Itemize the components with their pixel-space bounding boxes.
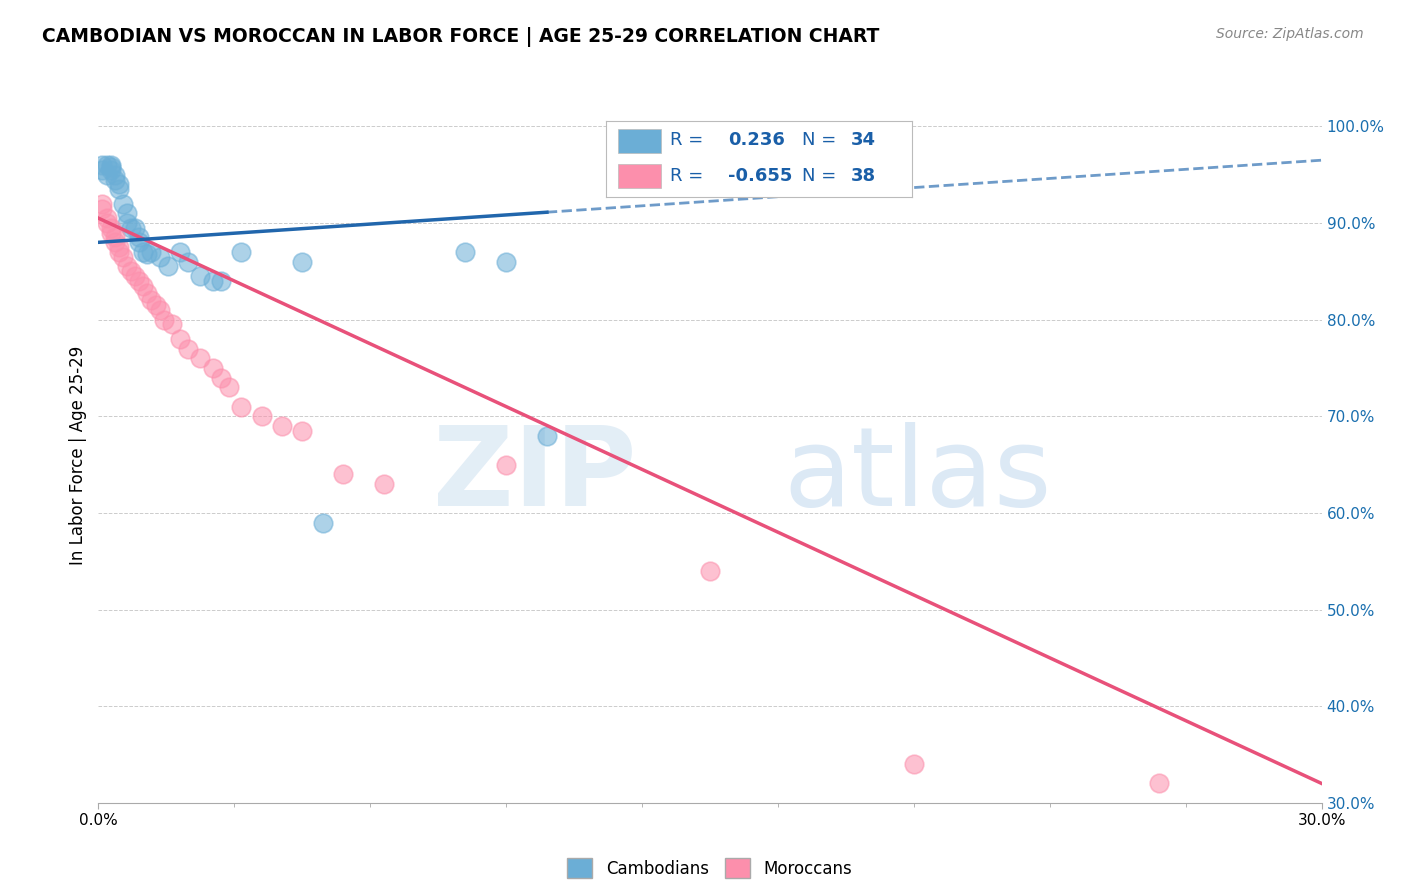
Point bbox=[250, 409, 273, 424]
Point bbox=[536, 428, 558, 442]
Point bbox=[132, 278, 155, 293]
Point bbox=[291, 254, 314, 268]
Point bbox=[188, 351, 212, 366]
Text: atlas: atlas bbox=[783, 422, 1052, 529]
Point bbox=[115, 260, 138, 274]
Point bbox=[332, 467, 354, 482]
Point bbox=[903, 757, 925, 772]
Point bbox=[124, 220, 146, 235]
Point bbox=[291, 424, 314, 438]
Point bbox=[209, 274, 232, 288]
Point bbox=[149, 303, 172, 318]
Text: R =: R = bbox=[671, 167, 703, 185]
Point bbox=[108, 244, 131, 259]
Point bbox=[91, 202, 114, 216]
Point bbox=[100, 226, 122, 240]
Point bbox=[136, 285, 159, 300]
Point bbox=[115, 206, 138, 220]
Point bbox=[160, 318, 183, 332]
Point bbox=[312, 516, 335, 530]
Point bbox=[209, 370, 232, 384]
Point bbox=[100, 220, 122, 235]
Point bbox=[91, 162, 114, 177]
Point bbox=[169, 332, 191, 346]
Point bbox=[120, 220, 142, 235]
Point bbox=[270, 419, 294, 434]
Point bbox=[104, 168, 127, 182]
Text: N =: N = bbox=[801, 131, 837, 150]
Point bbox=[111, 196, 134, 211]
Point bbox=[188, 269, 212, 284]
Point bbox=[128, 235, 150, 250]
Point bbox=[96, 216, 118, 230]
Point bbox=[115, 216, 138, 230]
Point bbox=[152, 312, 174, 326]
Point bbox=[96, 211, 118, 226]
Point bbox=[108, 240, 131, 254]
Legend: Cambodians, Moroccans: Cambodians, Moroccans bbox=[561, 851, 859, 885]
Text: R =: R = bbox=[671, 131, 703, 150]
Bar bbox=[619, 164, 661, 188]
Point bbox=[91, 196, 114, 211]
Point bbox=[149, 250, 172, 264]
Point bbox=[111, 250, 134, 264]
Point bbox=[141, 293, 163, 308]
Point bbox=[120, 264, 142, 278]
Point bbox=[177, 254, 200, 268]
Point bbox=[373, 476, 395, 491]
Point bbox=[100, 158, 122, 172]
Point bbox=[1147, 776, 1170, 790]
Point bbox=[454, 244, 477, 259]
Text: Source: ZipAtlas.com: Source: ZipAtlas.com bbox=[1216, 27, 1364, 41]
Point bbox=[91, 158, 114, 172]
Text: ZIP: ZIP bbox=[433, 422, 637, 529]
Text: -0.655: -0.655 bbox=[728, 167, 793, 185]
Point bbox=[495, 458, 517, 472]
Point bbox=[124, 269, 146, 284]
Point bbox=[136, 247, 159, 261]
Point bbox=[104, 235, 127, 250]
Point bbox=[108, 182, 131, 196]
Text: 34: 34 bbox=[851, 131, 876, 150]
Point bbox=[108, 178, 131, 192]
Point bbox=[156, 260, 179, 274]
Point bbox=[145, 298, 167, 312]
Text: CAMBODIAN VS MOROCCAN IN LABOR FORCE | AGE 25-29 CORRELATION CHART: CAMBODIAN VS MOROCCAN IN LABOR FORCE | A… bbox=[42, 27, 880, 46]
Text: 0.236: 0.236 bbox=[728, 131, 786, 150]
Point bbox=[169, 244, 191, 259]
Bar bbox=[619, 128, 661, 153]
Point bbox=[231, 244, 253, 259]
Point bbox=[104, 230, 127, 244]
Point bbox=[201, 274, 224, 288]
Point bbox=[100, 162, 122, 177]
Point bbox=[141, 244, 163, 259]
Point bbox=[128, 230, 150, 244]
Point bbox=[177, 342, 200, 356]
Point bbox=[96, 158, 118, 172]
Point bbox=[218, 380, 240, 394]
Point bbox=[201, 361, 224, 376]
Point bbox=[100, 160, 122, 174]
Point bbox=[128, 274, 150, 288]
Point bbox=[96, 168, 118, 182]
Point bbox=[699, 564, 721, 578]
Point bbox=[104, 172, 127, 186]
Text: N =: N = bbox=[801, 167, 837, 185]
Point bbox=[495, 254, 517, 268]
Text: 38: 38 bbox=[851, 167, 876, 185]
Point bbox=[132, 244, 155, 259]
Y-axis label: In Labor Force | Age 25-29: In Labor Force | Age 25-29 bbox=[69, 345, 87, 565]
Point bbox=[231, 400, 253, 414]
